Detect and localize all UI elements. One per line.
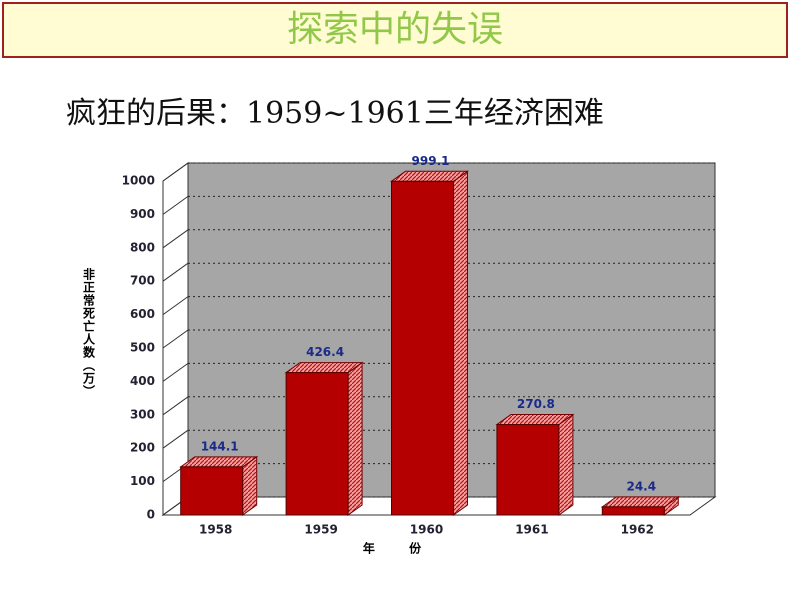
x-tick-label: 1961 — [515, 523, 548, 537]
y-tick-label: 100 — [130, 474, 155, 488]
bar — [601, 506, 665, 516]
y-tick-label: 600 — [130, 307, 155, 321]
y-tick-label: 1000 — [122, 174, 155, 188]
tick-line — [162, 396, 189, 416]
x-tick-label: 1958 — [199, 523, 232, 537]
tick-line — [162, 362, 189, 382]
tick-line — [162, 195, 189, 215]
value-label: 144.1 — [201, 439, 239, 453]
bar — [180, 466, 244, 516]
y-tick-label: 800 — [130, 240, 155, 254]
bar-side — [347, 361, 363, 516]
bar — [496, 424, 560, 516]
value-label: 270.8 — [517, 397, 555, 411]
bar-top — [389, 170, 470, 182]
tick-line — [162, 229, 189, 249]
x-tick-label: 1962 — [621, 523, 654, 537]
x-tick-label: 1959 — [304, 523, 337, 537]
y-tick-label: 700 — [130, 274, 155, 288]
bar-side — [453, 170, 468, 516]
value-label: 999.1 — [412, 154, 450, 168]
bar-top — [179, 456, 259, 468]
tick-line — [162, 262, 189, 282]
x-tick-label: 1960 — [410, 523, 443, 537]
bar-side — [558, 413, 574, 516]
y-axis-label: 非正常死亡人数（万） — [82, 267, 96, 398]
bar-top — [284, 362, 364, 374]
y-tick-label: 500 — [130, 341, 155, 355]
y-tick-label: 300 — [130, 407, 155, 421]
bar-top — [600, 496, 680, 508]
value-label: 426.4 — [306, 345, 344, 359]
x-axis-label: 年 份 — [363, 541, 422, 556]
y-tick-label: 0 — [147, 508, 155, 522]
tick-line — [162, 162, 189, 182]
bar — [391, 180, 454, 516]
tick-line — [162, 296, 189, 316]
y-tick-label: 200 — [130, 441, 155, 455]
tick-line — [162, 429, 189, 449]
bar-top — [495, 414, 575, 426]
slide-title: 探索中的失误 — [2, 2, 788, 58]
tick-line — [162, 329, 189, 349]
y-tick-label: 400 — [130, 374, 155, 388]
value-label: 24.4 — [626, 479, 656, 493]
bar — [285, 372, 349, 516]
subtitle: 疯狂的后果：1959~1961三年经济困难 — [66, 96, 604, 131]
y-tick-label: 900 — [130, 207, 155, 221]
